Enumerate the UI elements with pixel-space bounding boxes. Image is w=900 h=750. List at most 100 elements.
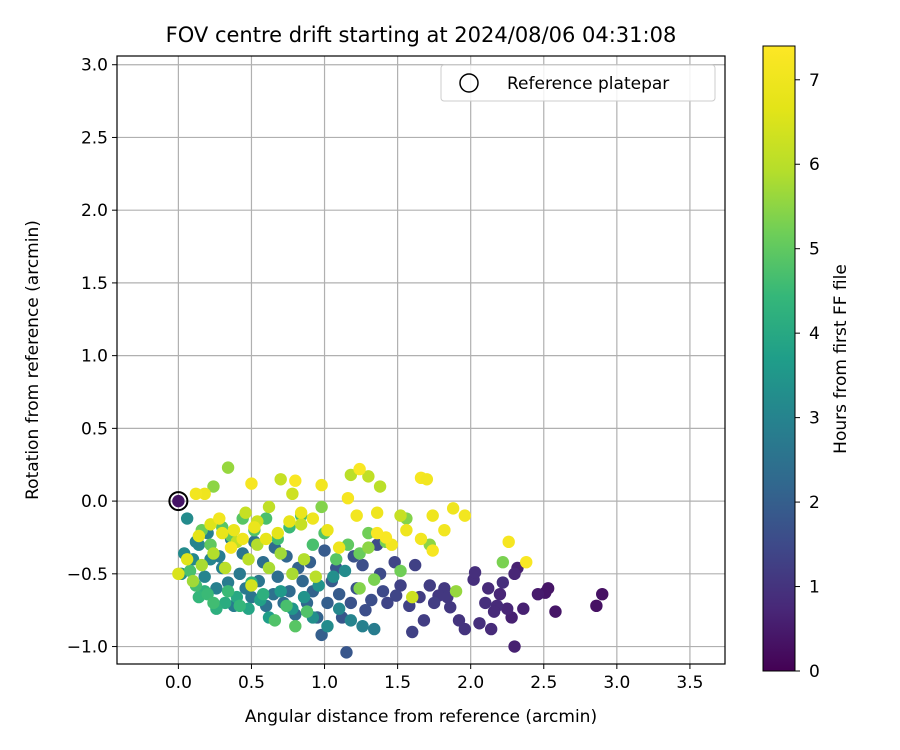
data-point xyxy=(300,605,314,618)
legend-marker-icon xyxy=(459,73,479,93)
data-point xyxy=(289,619,302,633)
data-point xyxy=(400,523,413,537)
x-tick-label: 0.0 xyxy=(165,673,192,693)
data-point xyxy=(549,605,562,618)
data-point xyxy=(493,587,507,601)
data-point xyxy=(414,532,428,546)
data-point xyxy=(458,622,472,636)
data-point xyxy=(221,461,235,474)
legend-box xyxy=(440,64,716,102)
data-point xyxy=(420,473,434,486)
data-point xyxy=(297,590,311,604)
data-point xyxy=(218,596,232,610)
data-point xyxy=(256,587,270,601)
data-point xyxy=(365,593,378,607)
data-point xyxy=(508,640,521,653)
data-point xyxy=(353,547,366,560)
data-point xyxy=(315,628,328,642)
data-point xyxy=(318,544,331,557)
data-point xyxy=(373,480,387,493)
colorbar-tick-label: 4 xyxy=(809,324,820,344)
data-point xyxy=(446,502,460,515)
data-point xyxy=(394,564,407,578)
data-point xyxy=(259,532,273,546)
reference-point xyxy=(172,494,185,508)
data-point xyxy=(248,521,261,534)
data-point xyxy=(353,462,366,476)
data-point xyxy=(262,500,276,514)
data-point xyxy=(508,567,521,581)
data-point xyxy=(268,614,282,627)
data-point xyxy=(487,605,501,618)
colorbar-gradient xyxy=(762,45,796,672)
data-point xyxy=(359,603,372,617)
data-point xyxy=(180,512,194,525)
data-point xyxy=(330,553,343,566)
data-point xyxy=(426,544,439,557)
data-point xyxy=(315,500,328,514)
y-tick-label: 2.5 xyxy=(81,128,108,148)
data-point xyxy=(381,596,394,610)
data-point xyxy=(198,487,211,501)
data-point xyxy=(271,526,284,540)
data-point xyxy=(394,509,407,522)
data-point xyxy=(207,596,220,610)
data-point xyxy=(274,547,287,560)
data-point xyxy=(294,518,308,531)
data-point xyxy=(294,506,308,519)
grid xyxy=(117,56,725,664)
data-point xyxy=(236,532,249,546)
data-point xyxy=(370,506,384,519)
data-point xyxy=(283,585,296,598)
y-tick-label: 0.5 xyxy=(81,419,108,439)
data-point xyxy=(189,487,203,501)
x-tick-label: 1.5 xyxy=(384,673,411,693)
data-point xyxy=(423,579,436,592)
x-axis-label: Angular distance from reference (arcmin) xyxy=(245,707,597,727)
data-point xyxy=(306,512,320,525)
data-point xyxy=(204,518,217,531)
data-point xyxy=(332,602,346,615)
data-point xyxy=(340,646,353,659)
y-tick-label: 3.0 xyxy=(81,56,108,76)
data-point xyxy=(306,538,320,551)
data-point xyxy=(389,589,403,602)
data-point xyxy=(427,596,441,610)
data-point xyxy=(444,601,457,614)
data-point xyxy=(227,523,241,537)
data-point xyxy=(218,561,232,575)
plot-area-frame xyxy=(116,55,726,665)
legend: Reference platepar xyxy=(440,64,716,102)
data-point xyxy=(245,579,258,592)
y-tick-label: −1.0 xyxy=(67,638,108,658)
data-point xyxy=(362,470,375,483)
data-point xyxy=(262,561,276,575)
data-point xyxy=(216,526,229,540)
data-point xyxy=(321,596,334,610)
data-point xyxy=(280,599,293,613)
y-tick-label: −0.5 xyxy=(67,565,108,585)
data-point xyxy=(590,599,603,613)
data-point xyxy=(449,585,463,598)
data-point xyxy=(315,478,328,492)
data-point xyxy=(186,574,200,588)
data-point xyxy=(501,602,514,615)
x-axis-ticks: 0.0 0.5 1.0 1.5 2.0 2.5 3.0 3.5 xyxy=(165,664,703,693)
data-point xyxy=(376,585,390,598)
data-point xyxy=(517,602,530,615)
data-point xyxy=(496,555,510,569)
data-point xyxy=(180,553,194,566)
data-point xyxy=(426,509,439,522)
data-point xyxy=(344,614,358,627)
data-point xyxy=(289,474,302,487)
data-point xyxy=(271,570,284,583)
data-point xyxy=(341,491,355,505)
data-point xyxy=(350,509,363,522)
data-point xyxy=(207,480,220,493)
data-point xyxy=(531,587,545,601)
data-point xyxy=(458,509,472,522)
data-point xyxy=(479,596,492,610)
data-point xyxy=(406,625,419,639)
data-point xyxy=(327,570,340,583)
